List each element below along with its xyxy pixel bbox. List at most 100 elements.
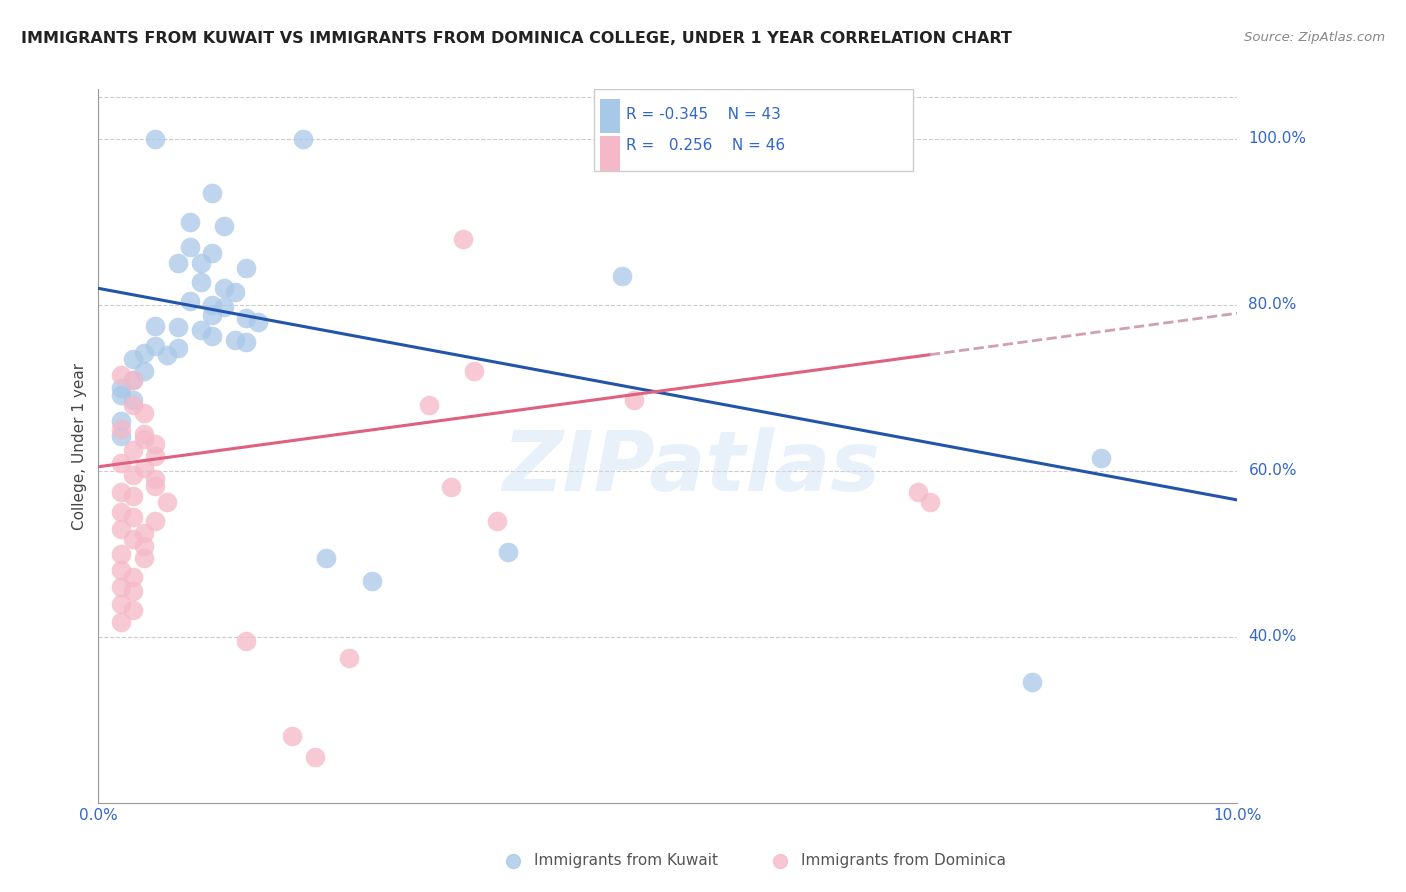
Point — [224, 333, 246, 347]
Point — [110, 387, 132, 401]
Point — [451, 231, 474, 245]
Point — [235, 335, 257, 350]
Point — [201, 308, 224, 322]
Point — [110, 414, 132, 428]
Point — [145, 449, 167, 463]
Point — [132, 346, 155, 360]
Point — [235, 311, 257, 326]
Point — [121, 509, 143, 524]
Point — [110, 456, 132, 470]
Point — [212, 301, 235, 315]
Text: 100.0%: 100.0% — [1249, 131, 1306, 146]
Point — [623, 393, 645, 408]
Point — [502, 854, 524, 868]
Bar — [599, 136, 620, 170]
Point — [1021, 675, 1043, 690]
Point — [110, 505, 132, 519]
Point — [235, 634, 257, 648]
Point — [145, 132, 167, 146]
Point — [132, 526, 155, 541]
Bar — [599, 99, 620, 134]
Point — [212, 281, 235, 295]
Text: 60.0%: 60.0% — [1249, 463, 1296, 478]
Point — [224, 285, 246, 300]
Point — [121, 351, 143, 366]
Point — [145, 472, 167, 486]
Point — [246, 314, 269, 328]
Point — [918, 495, 941, 509]
Point — [769, 854, 792, 868]
Point — [121, 489, 143, 503]
Point — [201, 298, 224, 312]
Point — [110, 597, 132, 611]
Point — [235, 260, 257, 275]
Point — [121, 603, 143, 617]
Point — [190, 275, 212, 289]
Point — [121, 443, 143, 458]
Point — [167, 256, 190, 270]
Point — [304, 750, 326, 764]
Point — [212, 219, 235, 233]
Point — [145, 437, 167, 451]
Point — [110, 429, 132, 443]
Text: R =   0.256    N = 46: R = 0.256 N = 46 — [623, 150, 790, 165]
Point — [190, 323, 212, 337]
Point — [110, 615, 132, 629]
Text: 40.0%: 40.0% — [1249, 630, 1296, 644]
Text: IMMIGRANTS FROM KUWAIT VS IMMIGRANTS FROM DOMINICA COLLEGE, UNDER 1 YEAR CORRELA: IMMIGRANTS FROM KUWAIT VS IMMIGRANTS FRO… — [21, 31, 1012, 46]
Point — [190, 256, 212, 270]
Point — [110, 422, 132, 436]
Point — [132, 539, 155, 553]
Point — [132, 406, 155, 420]
Point — [110, 580, 132, 594]
Point — [360, 574, 382, 589]
Point — [156, 348, 179, 362]
Point — [167, 341, 190, 355]
Point — [201, 186, 224, 200]
Point — [337, 650, 360, 665]
Point — [281, 730, 304, 744]
Text: 80.0%: 80.0% — [1249, 297, 1296, 312]
Point — [179, 293, 201, 308]
Point — [132, 551, 155, 566]
Text: Source: ZipAtlas.com: Source: ZipAtlas.com — [1244, 31, 1385, 45]
Text: Immigrants from Kuwait: Immigrants from Kuwait — [534, 854, 718, 868]
Point — [132, 426, 155, 441]
Point — [498, 545, 520, 559]
Text: ZIPatlas: ZIPatlas — [502, 427, 880, 508]
Point — [145, 514, 167, 528]
Point — [907, 484, 929, 499]
Point — [110, 522, 132, 536]
Point — [463, 364, 485, 378]
Point — [132, 433, 155, 447]
Text: Immigrants from Dominica: Immigrants from Dominica — [801, 854, 1007, 868]
FancyBboxPatch shape — [593, 89, 912, 171]
Point — [110, 381, 132, 395]
Text: R =   0.256    N = 46: R = 0.256 N = 46 — [626, 137, 785, 153]
Point — [201, 329, 224, 343]
Point — [167, 320, 190, 334]
Point — [179, 240, 201, 254]
Point — [486, 514, 509, 528]
Point — [121, 584, 143, 599]
Point — [110, 368, 132, 383]
Text: R = -0.345    N = 43: R = -0.345 N = 43 — [626, 107, 780, 122]
Point — [121, 468, 143, 483]
Point — [110, 547, 132, 561]
Point — [201, 246, 224, 260]
Point — [440, 481, 463, 495]
Y-axis label: College, Under 1 year: College, Under 1 year — [72, 362, 87, 530]
Point — [1090, 451, 1112, 466]
Point — [121, 393, 143, 408]
Point — [121, 397, 143, 411]
Text: R = -0.345    N = 43: R = -0.345 N = 43 — [623, 107, 785, 122]
Point — [110, 564, 132, 578]
Point — [418, 397, 440, 411]
Point — [292, 132, 315, 146]
Point — [121, 373, 143, 387]
Point — [121, 532, 143, 546]
Point — [315, 551, 337, 566]
Point — [145, 318, 167, 333]
Point — [121, 373, 143, 387]
Point — [132, 364, 155, 378]
